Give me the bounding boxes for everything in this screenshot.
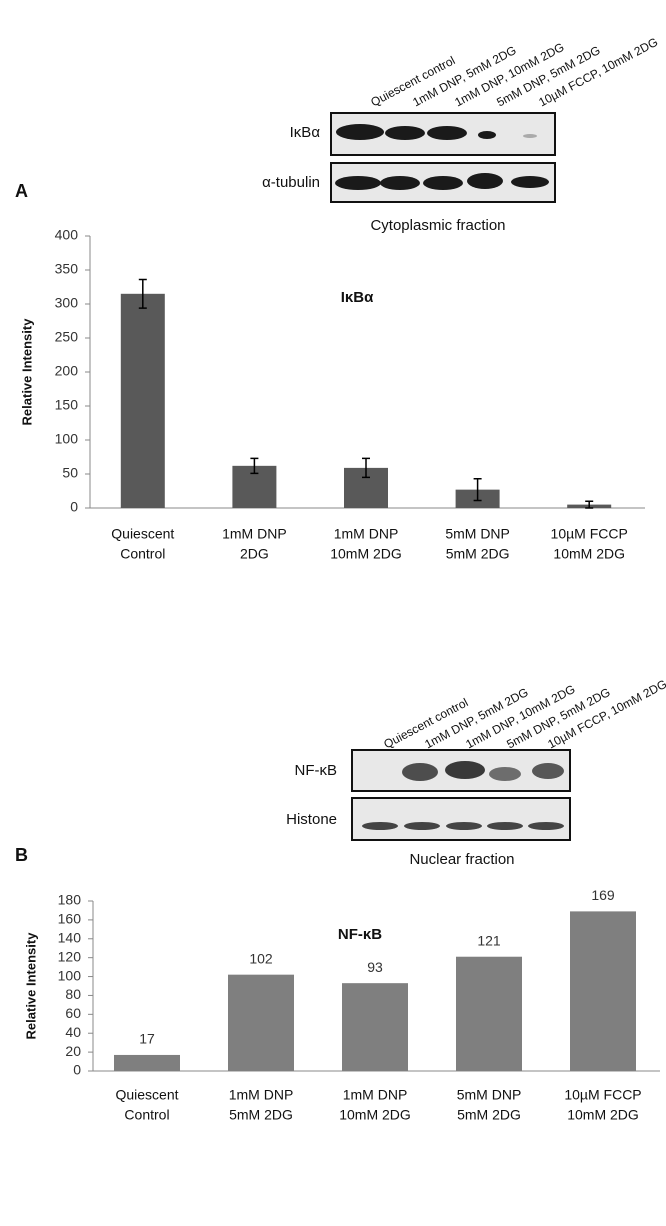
x-tick-label: 10mM 2DG <box>339 1107 411 1123</box>
x-tick-label: 10mM 2DG <box>553 546 625 562</box>
y-tick-label: 0 <box>73 1062 81 1078</box>
y-tick-label: 350 <box>55 261 79 277</box>
band <box>532 763 564 779</box>
y-tick-label: 300 <box>55 295 79 311</box>
blot-caption: Nuclear fraction <box>409 851 514 868</box>
y-tick-label: 200 <box>55 363 79 379</box>
y-tick-label: 40 <box>65 1024 81 1040</box>
band <box>446 822 482 830</box>
band <box>402 763 438 781</box>
y-tick-label: 100 <box>58 967 82 983</box>
y-axis-label: Relative Intensity <box>23 932 38 1040</box>
y-tick-label: 150 <box>55 397 79 413</box>
y-tick-label: 160 <box>58 911 82 927</box>
bar <box>114 1054 180 1071</box>
bar <box>570 911 636 1071</box>
row-label: IκBα <box>290 124 321 141</box>
y-tick-label: 100 <box>55 431 79 447</box>
x-tick-label: 10µM FCCP <box>551 526 628 542</box>
band <box>523 134 537 138</box>
x-tick-label: 5mM 2DG <box>446 546 510 562</box>
x-tick-label: Control <box>124 1107 169 1123</box>
y-tick-label: 250 <box>55 329 79 345</box>
band <box>489 767 521 781</box>
band <box>423 176 463 190</box>
x-tick-label: 1mM DNP <box>334 526 399 542</box>
y-tick-label: 400 <box>55 227 79 243</box>
bar <box>228 974 294 1071</box>
x-tick-label: 5mM 2DG <box>457 1107 521 1123</box>
x-tick-label: 5mM DNP <box>457 1087 522 1103</box>
chart-title: IκBα <box>341 289 374 306</box>
panel-label: B <box>15 845 28 865</box>
y-tick-label: 180 <box>58 892 82 908</box>
row-label: NF-κB <box>295 762 338 779</box>
band <box>336 124 384 140</box>
blot-caption: Cytoplasmic fraction <box>370 217 505 234</box>
y-tick-label: 80 <box>65 986 81 1002</box>
bar <box>120 293 165 508</box>
blot-image <box>330 112 556 203</box>
y-tick-label: 0 <box>70 499 78 515</box>
x-tick-label: 5mM DNP <box>445 526 510 542</box>
band <box>487 822 523 830</box>
band <box>335 176 381 190</box>
blot-box <box>351 797 571 841</box>
y-axis-label: Relative Intensity <box>19 318 34 426</box>
x-tick-label: 1mM DNP <box>343 1087 408 1103</box>
x-tick-label: 1mM DNP <box>222 526 287 542</box>
band <box>362 822 398 830</box>
y-tick-label: 60 <box>65 1005 81 1021</box>
row-label: Histone <box>286 811 337 828</box>
x-tick-label: 5mM 2DG <box>229 1107 293 1123</box>
x-tick-label: 1mM DNP <box>229 1087 294 1103</box>
band <box>511 176 549 188</box>
panel-label: A <box>15 181 28 201</box>
x-tick-label: Quiescent <box>111 526 174 542</box>
x-tick-label: 10µM FCCP <box>564 1087 641 1103</box>
band <box>427 126 467 140</box>
band <box>528 822 564 830</box>
value-label: 121 <box>477 932 501 948</box>
blot-image <box>351 749 571 841</box>
x-tick-label: Quiescent <box>115 1087 178 1103</box>
y-tick-label: 50 <box>62 465 78 481</box>
chart-title: NF-κB <box>338 926 382 943</box>
row-label: α-tubulin <box>262 174 320 191</box>
value-label: 93 <box>367 959 383 975</box>
x-tick-label: 10mM 2DG <box>567 1107 639 1123</box>
band <box>467 173 503 189</box>
error-bar <box>138 278 147 309</box>
error-bar <box>585 500 594 509</box>
band <box>385 126 425 140</box>
band <box>404 822 440 830</box>
y-tick-label: 120 <box>58 948 82 964</box>
bar <box>342 983 408 1071</box>
x-tick-label: 2DG <box>240 546 269 562</box>
error-bar <box>473 478 482 502</box>
x-tick-label: Control <box>120 546 165 562</box>
value-label: 169 <box>591 887 615 903</box>
value-label: 102 <box>249 950 273 966</box>
error-bar <box>362 457 370 479</box>
y-tick-label: 20 <box>65 1043 81 1059</box>
band <box>380 176 420 190</box>
x-tick-label: 10mM 2DG <box>330 546 402 562</box>
y-tick-label: 140 <box>58 929 82 945</box>
error-bar <box>250 457 259 475</box>
value-label: 17 <box>139 1031 155 1047</box>
band <box>445 761 485 779</box>
bar <box>456 956 522 1071</box>
band <box>478 131 496 139</box>
